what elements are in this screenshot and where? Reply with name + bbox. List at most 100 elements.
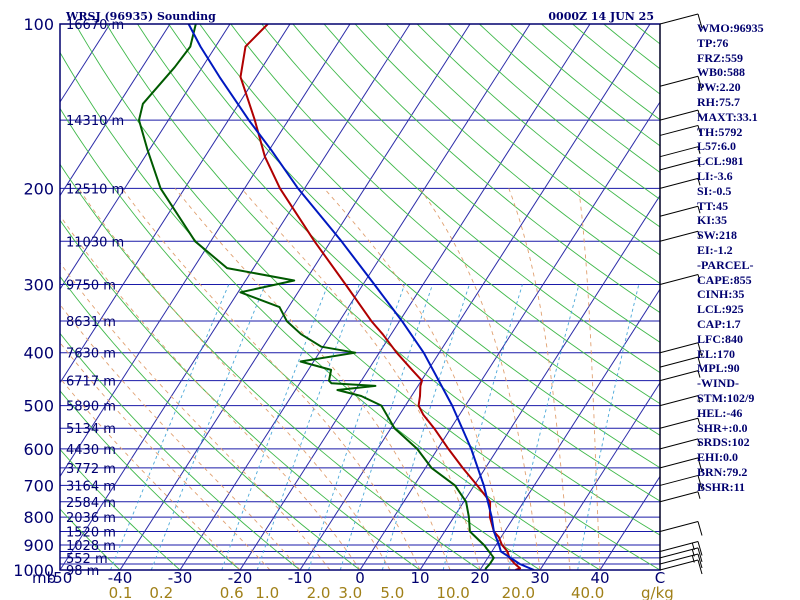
mixing-ratio-line bbox=[110, 284, 230, 570]
wind-barb-half-flag bbox=[697, 370, 701, 378]
pressure-tick-700: 700 bbox=[23, 476, 54, 495]
height-label-650: 3772 m bbox=[66, 462, 116, 477]
stat-cape: CAPE:855 bbox=[697, 272, 752, 287]
height-label-800: 2036 m bbox=[66, 511, 116, 526]
wind-barb-shaft bbox=[659, 274, 699, 285]
wind-barb-850 bbox=[659, 520, 703, 536]
dry-adiabat bbox=[137, 24, 660, 502]
pressure-tick-600: 600 bbox=[23, 440, 54, 459]
height-label-200: 12510 m bbox=[66, 182, 124, 197]
mixing-ratio-label: 40.0 bbox=[571, 584, 604, 600]
wind-barb-flag bbox=[697, 13, 703, 29]
wind-barb-600 bbox=[659, 438, 701, 450]
isotherm--10 bbox=[299, 24, 651, 570]
temp-tick--40: -40 bbox=[108, 569, 133, 587]
wind-barb-160 bbox=[659, 124, 701, 136]
moist-adiabat bbox=[60, 262, 331, 570]
moist-adiabat bbox=[78, 188, 391, 570]
stat-th: TH:5792 bbox=[697, 124, 743, 139]
height-label-250: 11030 m bbox=[66, 235, 124, 250]
isotherm-lines bbox=[60, 24, 660, 570]
wind-barb-flag bbox=[697, 457, 703, 472]
wind-barb-shaft bbox=[659, 109, 699, 121]
wind-barb-flag bbox=[697, 76, 703, 91]
moist-adiabat bbox=[323, 188, 511, 570]
station-title: WRSJ (96935) Sounding bbox=[65, 10, 216, 23]
isotherm-20 bbox=[479, 288, 660, 570]
moist-adiabat bbox=[508, 188, 571, 570]
dry-adiabat bbox=[60, 448, 181, 570]
dry-adiabat bbox=[479, 24, 660, 173]
isotherm-40 bbox=[599, 475, 660, 570]
mixing-ratio-label: 0.2 bbox=[149, 584, 173, 600]
stat-cinh: CINH:35 bbox=[697, 287, 745, 302]
isotherm--20 bbox=[239, 24, 591, 570]
stat-rh: RH:75.7 bbox=[697, 94, 740, 109]
pressure-tick-300: 300 bbox=[23, 276, 54, 295]
wind-barb-half-flag bbox=[697, 274, 701, 282]
wind-barb-shaft bbox=[659, 547, 699, 559]
dry-adiabat bbox=[75, 24, 660, 570]
wind-barb-425 bbox=[659, 356, 703, 372]
wind-barb-half-flag bbox=[697, 491, 701, 499]
wind-barb-half-flag bbox=[697, 125, 701, 133]
stat-maxt: MAXT:33.1 bbox=[697, 109, 758, 124]
height-label-100: 16670 m bbox=[66, 18, 124, 33]
height-label-750: 2584 m bbox=[66, 496, 116, 511]
wind-barb-300 bbox=[659, 274, 701, 285]
moist-adiabat bbox=[241, 188, 481, 570]
temperature-unit-label: C bbox=[655, 569, 665, 587]
stat-ehi: EHI:0.0 bbox=[697, 450, 739, 465]
wind-barb-shaft bbox=[659, 457, 699, 469]
dewpoint-trace bbox=[138, 24, 495, 570]
temp-tick-40: 40 bbox=[590, 569, 609, 587]
temp-tick--20: -20 bbox=[228, 569, 253, 587]
stat-mpl: MPL:90 bbox=[697, 361, 740, 376]
wind-barb-flag bbox=[697, 553, 703, 569]
isotherm--70 bbox=[60, 24, 291, 384]
temperature-trace bbox=[239, 24, 522, 570]
height-label-350: 8631 m bbox=[66, 315, 116, 330]
temp-tick--10: -10 bbox=[288, 569, 313, 587]
height-label-1000: 98 m bbox=[66, 564, 99, 579]
height-label-400: 7630 m bbox=[66, 347, 116, 362]
stat-srds: SRDS:102 bbox=[697, 435, 750, 450]
pressure-tick-1000: 1000 bbox=[13, 561, 54, 580]
mixing-ratio-label: 0.6 bbox=[220, 584, 244, 600]
dry-adiabat bbox=[385, 24, 660, 256]
wind-barb-shaft bbox=[659, 520, 699, 532]
height-label-550: 5134 m bbox=[66, 422, 116, 437]
dry-adiabat bbox=[541, 24, 660, 121]
sounding-indices-list: WMO:96935 TP:76 FRZ:559 WB0:588 PW:2.20 … bbox=[697, 21, 797, 495]
wind-barb-650 bbox=[659, 457, 703, 472]
wind-barb-400 bbox=[659, 342, 703, 357]
wind-barb-shaft bbox=[659, 438, 699, 450]
wind-barb-flag bbox=[697, 342, 703, 357]
wind-section-heading: -WIND- bbox=[697, 376, 739, 391]
stat-tt: TT:45 bbox=[697, 198, 729, 213]
stat-ki: KI:35 bbox=[697, 213, 727, 228]
temp-tick-20: 20 bbox=[470, 569, 489, 587]
dry-adiabat bbox=[416, 24, 660, 228]
wind-barb-shaft bbox=[659, 559, 699, 571]
height-label-300: 9750 m bbox=[66, 279, 116, 294]
wind-barb-750 bbox=[659, 491, 701, 503]
mixing-ratio-label: 3.0 bbox=[338, 584, 362, 600]
mixing-ratio-line bbox=[577, 284, 640, 570]
stat-wb0: WB0:588 bbox=[697, 65, 745, 80]
wind-barb-450 bbox=[659, 370, 701, 382]
isotherm--90 bbox=[60, 24, 171, 197]
mixing-ratio-unit-label: g/kg bbox=[641, 584, 674, 600]
isotherm-10 bbox=[419, 194, 660, 570]
isotherm--80 bbox=[60, 24, 231, 291]
mixing-ratio-label: 2.0 bbox=[307, 584, 331, 600]
moist-adiabat bbox=[60, 377, 241, 570]
dry-adiabat bbox=[261, 24, 660, 374]
wind-barb-flag bbox=[697, 356, 703, 372]
mixing-ratio-line bbox=[381, 284, 470, 570]
mixing-ratio-line bbox=[221, 284, 329, 570]
wind-barb-700 bbox=[659, 474, 703, 490]
wind-barb-shaft bbox=[659, 553, 699, 565]
dry-adiabat bbox=[60, 107, 541, 570]
isotherm--40 bbox=[119, 24, 471, 570]
